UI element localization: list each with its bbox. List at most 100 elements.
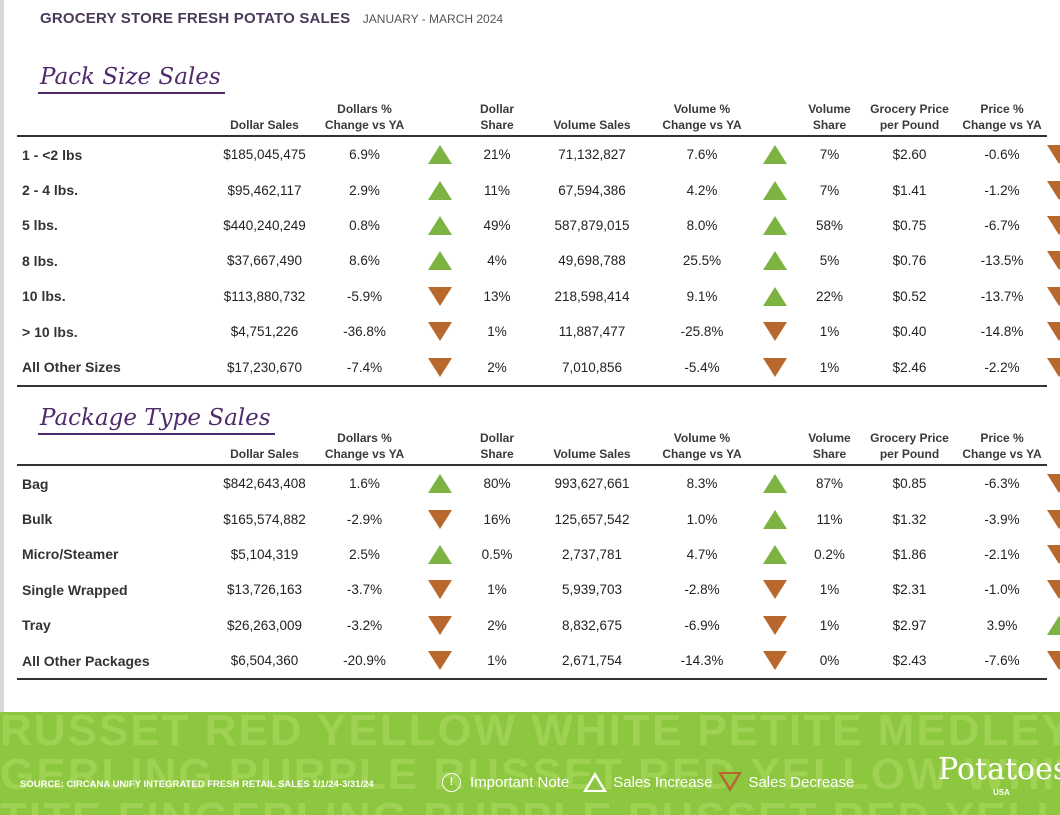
- volume-trend-cell: [752, 314, 797, 349]
- triangle-up-icon: [762, 180, 787, 200]
- triangle-up-icon: [427, 474, 452, 494]
- price-change-cell: -14.8%: [980, 324, 1024, 340]
- dollar-sales-cell: $185,045,475: [223, 147, 306, 163]
- dollar-change-cell: -3.2%: [346, 617, 383, 633]
- dollar-trend-cell: [417, 501, 462, 536]
- volume-change-cell: 8.3%: [686, 476, 718, 492]
- volume-change-cell: -6.9%: [684, 617, 720, 633]
- dollar-sales-cell: $113,880,732: [223, 288, 306, 304]
- triangle-up-icon: [427, 180, 452, 200]
- volume-trend-cell: [752, 465, 797, 501]
- report-header: GROCERY STORE FRESH POTATO SALES JANUARY…: [40, 10, 503, 28]
- footer-watermark-line: RUSSET RED YELLOW WHITE PETITE MEDLEY FI…: [0, 712, 1060, 755]
- column-header: Dollar Share: [462, 101, 532, 137]
- dollar-trend-cell: [417, 642, 462, 681]
- report-period: JANUARY - MARCH 2024: [362, 12, 504, 26]
- column-header: [417, 430, 462, 466]
- volume-share-cell: 58%: [815, 217, 844, 233]
- volume-sales-cell: 71,132,827: [558, 147, 626, 163]
- dollar-sales-cell: $5,104,319: [230, 546, 299, 562]
- price-change-cell: -13.7%: [980, 288, 1024, 304]
- price-cell: $0.75: [892, 217, 927, 233]
- column-header: [17, 101, 217, 137]
- dollar-trend-cell: [417, 279, 462, 314]
- dollar-trend-cell: [417, 208, 462, 243]
- triangle-down-icon: [1047, 580, 1060, 600]
- column-header: [417, 101, 462, 137]
- legend-note-label: Important Note: [470, 773, 570, 791]
- dollar-share-cell: 80%: [483, 476, 511, 492]
- left-edge-bar: [0, 0, 4, 712]
- price-cell: $2.31: [892, 582, 927, 598]
- volume-sales-cell: 5,939,703: [561, 582, 623, 598]
- volume-change-cell: 1.0%: [686, 511, 718, 527]
- price-cell: $1.86: [892, 546, 927, 562]
- report-title: GROCERY STORE FRESH POTATO SALES: [40, 10, 351, 27]
- triangle-up-icon: [762, 286, 787, 306]
- footer-watermark-line: GERLING PURPLE RUSSET RED YELLOW WHITE: [0, 750, 1060, 799]
- dollar-sales-cell: $6,504,360: [217, 642, 312, 681]
- package-type-table: Dollar Sales Dollars % Change vs YA Dollar…: [17, 430, 1060, 681]
- row-label: Bulk: [22, 511, 53, 528]
- dollar-share-cell: 11%: [483, 182, 511, 198]
- volume-sales-cell: 49,698,788: [558, 253, 626, 269]
- column-header: [752, 101, 797, 137]
- volume-share-cell: 7%: [819, 182, 840, 198]
- price-change-cell: -1.0%: [984, 582, 1020, 598]
- triangle-down-icon: [1047, 651, 1060, 671]
- volume-change-cell: -25.8%: [680, 324, 724, 340]
- triangle-down-icon: [427, 509, 452, 529]
- row-label: All Other Packages: [17, 642, 217, 681]
- dollar-share-cell: 4%: [487, 253, 507, 269]
- price-change-cell: -7.6%: [957, 642, 1047, 681]
- row-label: 1 - <2 lbs: [22, 146, 83, 163]
- dollar-sales-cell: $165,574,882: [223, 511, 306, 527]
- table-row: 1 - <2 lbs $185,045,475 6.9% 21% 71,132,827 7…: [17, 136, 1060, 172]
- logo-subtitle: USA: [993, 788, 1010, 797]
- table-row: All Other Sizes $17,230,670 -7.4% 2% 7,010,8…: [17, 349, 1060, 387]
- volume-trend-cell: [752, 349, 797, 387]
- dollar-sales-cell: $4,751,226: [230, 324, 299, 340]
- price-change-cell: -2.2%: [957, 349, 1047, 387]
- volume-share-cell: 0%: [797, 642, 862, 681]
- triangle-down-icon: [1047, 544, 1060, 564]
- triangle-up-icon: [762, 509, 787, 529]
- triangle-down-icon: [762, 651, 787, 671]
- table-row: Micro/Steamer $5,104,319 2.5% 0.5% 2,737,781…: [17, 537, 1060, 572]
- column-header: Volume Sales: [532, 101, 652, 137]
- volume-trend-cell: [752, 608, 797, 643]
- volume-share-cell: 11%: [816, 511, 843, 527]
- dollar-change-cell: 2.5%: [349, 546, 380, 562]
- table-row: 8 lbs. $37,667,490 8.6% 4% 49,698,788 25.5% 5%…: [17, 243, 1060, 278]
- price-change-cell: -0.6%: [984, 147, 1020, 163]
- volume-share-cell: 7%: [819, 147, 840, 163]
- dollar-share-cell: 16%: [483, 511, 511, 527]
- column-header: Price % Change vs YA: [957, 430, 1047, 466]
- price-cell: $2.43: [862, 642, 957, 681]
- dollar-sales-cell: $440,240,249: [223, 217, 306, 233]
- dollar-share-cell: 49%: [483, 217, 511, 233]
- triangle-down-icon: [762, 322, 787, 342]
- dollar-share-cell: 2%: [462, 349, 532, 387]
- price-change-cell: -6.3%: [984, 476, 1020, 492]
- table-row: 2 - 4 lbs. $95,462,117 2.9% 11% 67,594,386 4.…: [17, 172, 1060, 207]
- volume-change-cell: -5.4%: [652, 349, 752, 387]
- table-row: 5 lbs. $440,240,249 0.8% 49% 587,879,015 8.0%…: [17, 208, 1060, 243]
- price-cell: $1.32: [892, 511, 927, 527]
- triangle-up-icon: [762, 544, 787, 564]
- triangle-down-icon: [427, 286, 452, 306]
- volume-sales-cell: 2,671,754: [532, 642, 652, 681]
- table-row: Single Wrapped $13,726,163 -3.7% 1% 5,939,70…: [17, 572, 1060, 607]
- dollar-share-cell: 21%: [483, 147, 511, 163]
- volume-trend-cell: [752, 537, 797, 572]
- price-change-cell: -13.5%: [980, 253, 1024, 269]
- volume-sales-cell: 218,598,414: [554, 288, 630, 304]
- dollar-trend-cell: [417, 465, 462, 501]
- volume-change-cell: 25.5%: [682, 253, 722, 269]
- dollar-trend-cell: [417, 572, 462, 607]
- dollar-change-cell: -3.7%: [346, 582, 383, 598]
- volume-trend-cell: [752, 136, 797, 172]
- table-row: > 10 lbs. $4,751,226 -36.8% 1% 11,887,477 -25…: [17, 314, 1060, 349]
- dollar-change-cell: -36.8%: [343, 324, 386, 340]
- price-cell: $2.97: [892, 617, 927, 633]
